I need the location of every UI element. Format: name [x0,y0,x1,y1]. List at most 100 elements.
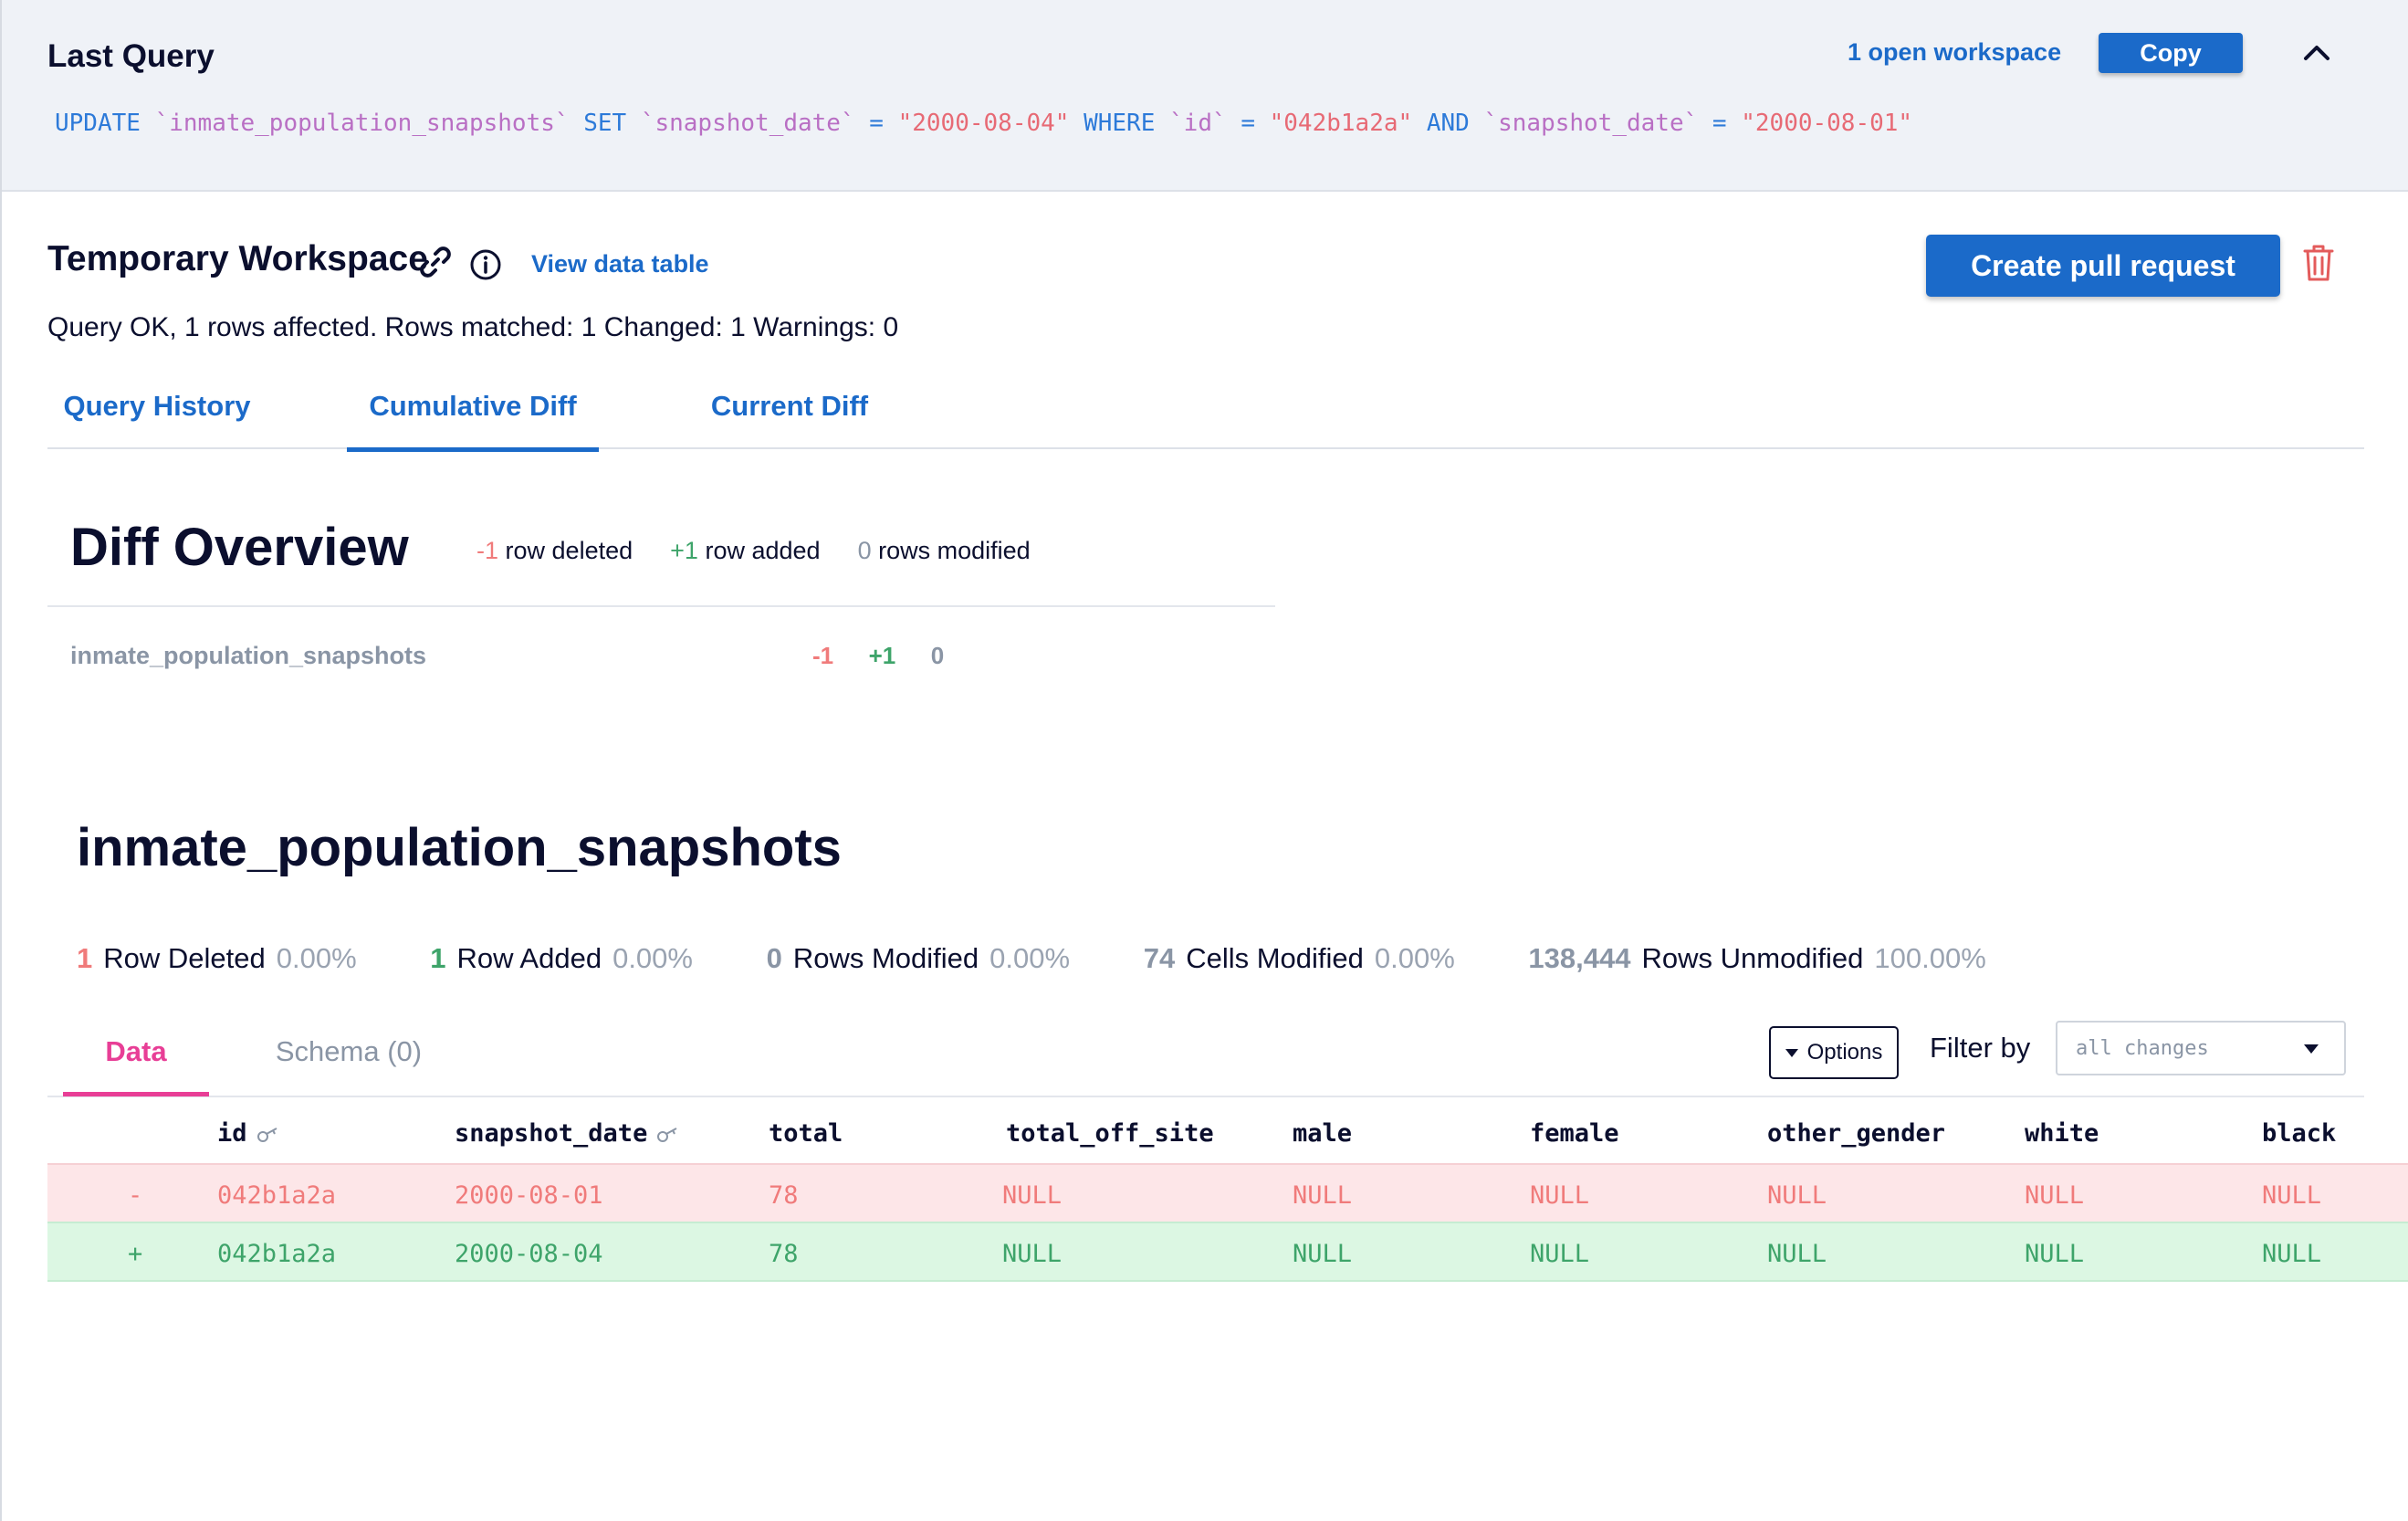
stat-label: Row Added [456,942,602,974]
stat-rows-added: 1 Row Added 0.00% [430,942,693,975]
tab-schema[interactable]: Schema (0) [275,1035,423,1067]
tab-data[interactable]: Data [63,1023,209,1096]
modified-count: 0 [857,537,872,564]
table-cell: NULL [1293,1240,1353,1268]
column-header-label: id [217,1119,247,1148]
table-cell: NULL [2262,1181,2322,1210]
overview-table-name[interactable]: inmate_population_snapshots [70,642,427,669]
table-cell: NULL [2025,1240,2085,1268]
trash-icon[interactable] [2302,243,2335,283]
column-header-total[interactable]: total [769,1119,843,1148]
table-header-row: id snapshot_date total total_off_site ma… [47,1107,2408,1163]
stat-label: Cells Modified [1186,942,1364,974]
sql-keyword: AND [1426,110,1470,137]
chevron-down-icon [2304,1044,2319,1054]
added-count: +1 [670,537,698,564]
stat-pct: 100.00% [1874,942,1986,974]
filter-value: all changes [2076,1037,2209,1060]
table-cell: NULL [2262,1240,2322,1268]
create-pull-request-button[interactable]: Create pull request [1926,235,2280,297]
diff-tabs: Query History Cumulative Diff Current Di… [47,378,2364,452]
sql-operator: = [1241,110,1255,137]
diff-summary: -1 row deleted +1 row added 0 rows modif… [476,537,1031,565]
column-header-white[interactable]: white [2025,1119,2099,1148]
sql-string: "2000-08-04" [897,110,1070,137]
table-cell: NULL [1293,1181,1353,1210]
column-header-snapshot-date[interactable]: snapshot_date [455,1119,680,1148]
table-cell: NULL [1530,1240,1590,1268]
stat-pct: 0.00% [1374,942,1455,974]
table-cell: NULL [1767,1240,1827,1268]
key-icon [257,1127,277,1142]
stat-num: 0 [766,942,782,974]
column-header-label: snapshot_date [455,1119,648,1148]
table-cell: 042b1a2a [217,1240,337,1268]
table-cell: 78 [769,1181,799,1210]
row-marker: - [128,1181,143,1210]
stat-pct: 0.00% [276,942,357,974]
column-header-male[interactable]: male [1293,1119,1353,1148]
sql-identifier: `snapshot_date` [1483,110,1699,137]
query-status: Query OK, 1 rows affected. Rows matched:… [47,312,899,342]
table-added-count: +1 [868,642,896,669]
table-title: inmate_population_snapshots [77,818,842,877]
table-cell: NULL [1002,1240,1063,1268]
view-data-table-link[interactable]: View data table [531,250,709,278]
stat-num: 74 [1143,942,1176,974]
info-icon[interactable] [469,248,502,281]
last-query-title: Last Query [47,38,215,74]
sql-string: "042b1a2a" [1269,110,1413,137]
row-marker: + [128,1240,143,1268]
data-schema-tabs: Data Schema (0) [47,1023,2364,1097]
column-header-other-gender[interactable]: other_gender [1767,1119,1946,1148]
table-cell: NULL [1002,1181,1063,1210]
column-header-female[interactable]: female [1530,1119,1619,1148]
stat-label: Rows Unmodified [1641,942,1864,974]
tab-current-diff[interactable]: Current Diff [710,390,869,422]
link-icon[interactable] [418,245,453,279]
diff-overview-title: Diff Overview [70,518,409,577]
sql-keyword: SET [583,110,627,137]
column-header-total-off-site[interactable]: total_off_site [1006,1119,1214,1148]
sql-identifier: `snapshot_date` [640,110,855,137]
open-workspace-link[interactable]: 1 open workspace [1848,38,2062,66]
sql-identifier: `id` [1169,110,1227,137]
divider [47,605,1275,607]
tab-query-history[interactable]: Query History [63,390,251,422]
options-button[interactable]: Options [1769,1026,1899,1079]
deleted-label: row deleted [505,537,633,564]
table-cell: NULL [1767,1181,1827,1210]
sql-operator: = [869,110,884,137]
stat-cells-modified: 74 Cells Modified 0.00% [1144,942,1455,975]
filter-label: Filter by [1930,1032,2031,1064]
table-stats: 1 Row Deleted 0.00% 1 Row Added 0.00% 0 Rows … [77,942,2052,975]
stat-rows-deleted: 1 Row Deleted 0.00% [77,942,357,975]
copy-button[interactable]: Copy [2099,33,2243,73]
key-icon [657,1127,677,1142]
stat-num: 1 [77,942,93,974]
table-deleted-count: -1 [812,642,834,669]
deleted-count: -1 [476,537,499,564]
table-modified-count: 0 [930,642,945,669]
sql-string: "2000-08-01" [1741,110,1913,137]
table-cell: 2000-08-04 [455,1240,603,1268]
column-header-id[interactable]: id [217,1119,280,1148]
sql-keyword: UPDATE [55,110,141,137]
filter-select[interactable]: all changes [2056,1021,2346,1075]
table-row-deleted: - 042b1a2a 2000-08-01 78 NULL NULL NULL … [47,1163,2408,1222]
table-cell: NULL [1530,1181,1590,1210]
stat-label: Rows Modified [792,942,979,974]
added-label: row added [705,537,821,564]
chevron-up-icon[interactable] [2300,37,2333,69]
stat-label: Row Deleted [103,942,266,974]
column-header-black[interactable]: black [2262,1119,2337,1148]
sql-operator: = [1712,110,1727,137]
stat-num: 1 [430,942,446,974]
last-query-panel: Last Query 1 open workspace Copy UPDATE … [2,0,2408,192]
tab-cumulative-diff[interactable]: Cumulative Diff [347,378,599,452]
stat-rows-unmodified: 138,444 Rows Unmodified 100.00% [1528,942,1985,975]
sql-keyword: WHERE [1084,110,1156,137]
stat-num: 138,444 [1528,942,1631,974]
diff-data-table: id snapshot_date total total_off_site ma… [47,1107,2408,1282]
table-cell: NULL [2025,1181,2085,1210]
